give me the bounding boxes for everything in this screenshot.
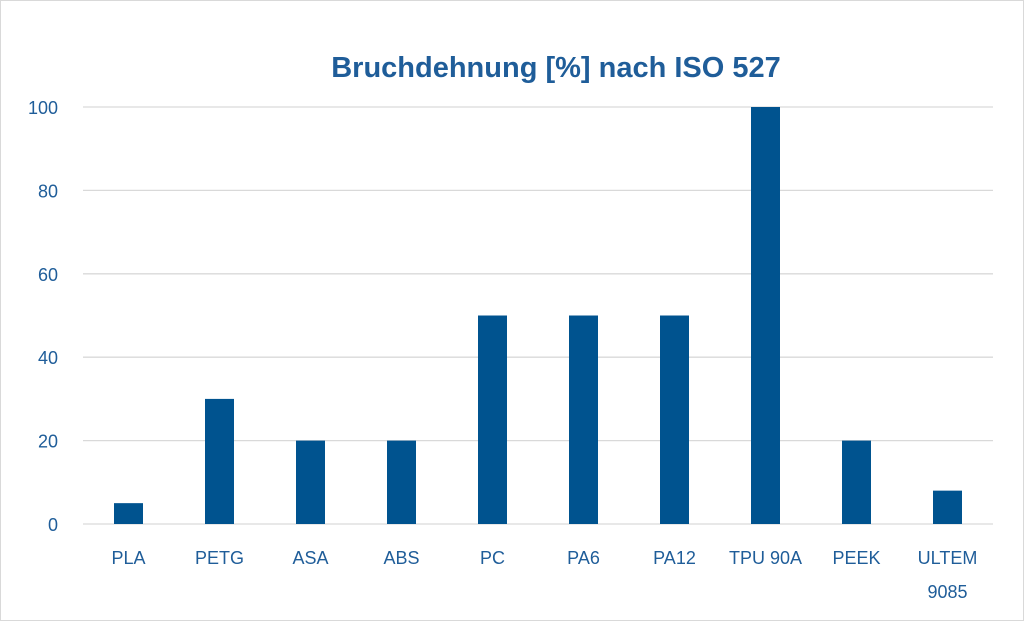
bar-petg: [205, 398, 234, 524]
x-tick-label: PEEK: [832, 548, 880, 568]
bar-ultem-9085: [933, 490, 962, 524]
bar-pa12: [660, 315, 689, 524]
y-tick-label: 80: [38, 181, 58, 201]
bar-abs: [387, 440, 416, 524]
y-tick-label: 100: [28, 98, 58, 118]
bar-pc: [478, 315, 507, 524]
y-axis-ticks: 0 20 40 60 80 100: [28, 98, 58, 535]
bar-tpu-90a: [751, 107, 780, 524]
x-tick-label: ASA: [292, 548, 328, 568]
gridlines: [83, 106, 993, 525]
y-tick-label: 60: [38, 265, 58, 285]
x-tick-label: PC: [480, 548, 505, 568]
y-tick-label: 0: [48, 515, 58, 535]
y-tick-label: 20: [38, 432, 58, 452]
x-tick-label: ABS: [383, 548, 419, 568]
x-axis-ticks: PLA PETG ASA ABS PC PA6 PA12 TPU 90A PEEK ULTEM 90…: [111, 548, 977, 602]
chart-title: Bruchdehnung [%] nach ISO 527: [331, 52, 781, 84]
x-tick-label: PLA: [111, 548, 145, 568]
x-tick-label: ULTEM 9085: [918, 548, 978, 602]
bar-pla: [114, 503, 143, 524]
bar-pa6: [569, 315, 598, 524]
x-tick-label: PA12: [653, 548, 696, 568]
bar-asa: [296, 440, 325, 524]
x-tick-label: TPU 90A: [729, 548, 802, 568]
x-tick-label: PA6: [567, 548, 600, 568]
x-tick-label: PETG: [195, 548, 244, 568]
bars: [114, 107, 962, 524]
y-tick-label: 40: [38, 348, 58, 368]
bar-peek: [842, 440, 871, 524]
